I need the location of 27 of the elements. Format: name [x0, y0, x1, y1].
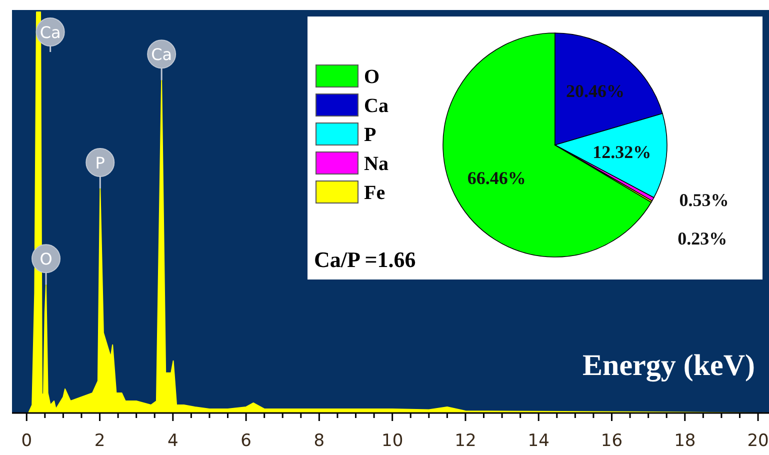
- annotation: Ca: [40, 23, 61, 42]
- x-tick-label: 6: [240, 431, 252, 451]
- annotation: O: [40, 250, 52, 269]
- x-tick-label: 0: [21, 431, 32, 451]
- x-tick-label: 20: [747, 431, 769, 451]
- data-label: 12.32%: [592, 142, 652, 162]
- annotation: Ca/P =1.66: [314, 247, 416, 272]
- x-tick-label: 8: [314, 431, 325, 451]
- x-tick-label: 16: [600, 431, 623, 451]
- legend-label: O: [364, 66, 380, 88]
- data-label: 0.53%: [679, 190, 729, 210]
- legend-label: Ca: [364, 95, 388, 117]
- data-label: 20.46%: [566, 81, 625, 102]
- data-label: 0.23%: [678, 228, 728, 249]
- x-tick-label: 12: [454, 431, 476, 451]
- annotation: Ca: [151, 45, 172, 64]
- x-tick-label: 14: [528, 431, 550, 451]
- x-tick-label: 4: [167, 431, 178, 451]
- x-tick-label: 10: [382, 431, 404, 451]
- legend-label: P: [364, 124, 376, 146]
- x-tick-label: 2: [94, 431, 106, 451]
- x-tick-label: 18: [674, 431, 696, 451]
- x-axis-title: Energy (keV): [582, 349, 755, 382]
- legend-label: Fe: [364, 182, 386, 204]
- annotation: P: [95, 153, 106, 172]
- data-label: 66.46%: [467, 168, 526, 188]
- legend-label: Na: [364, 153, 388, 175]
